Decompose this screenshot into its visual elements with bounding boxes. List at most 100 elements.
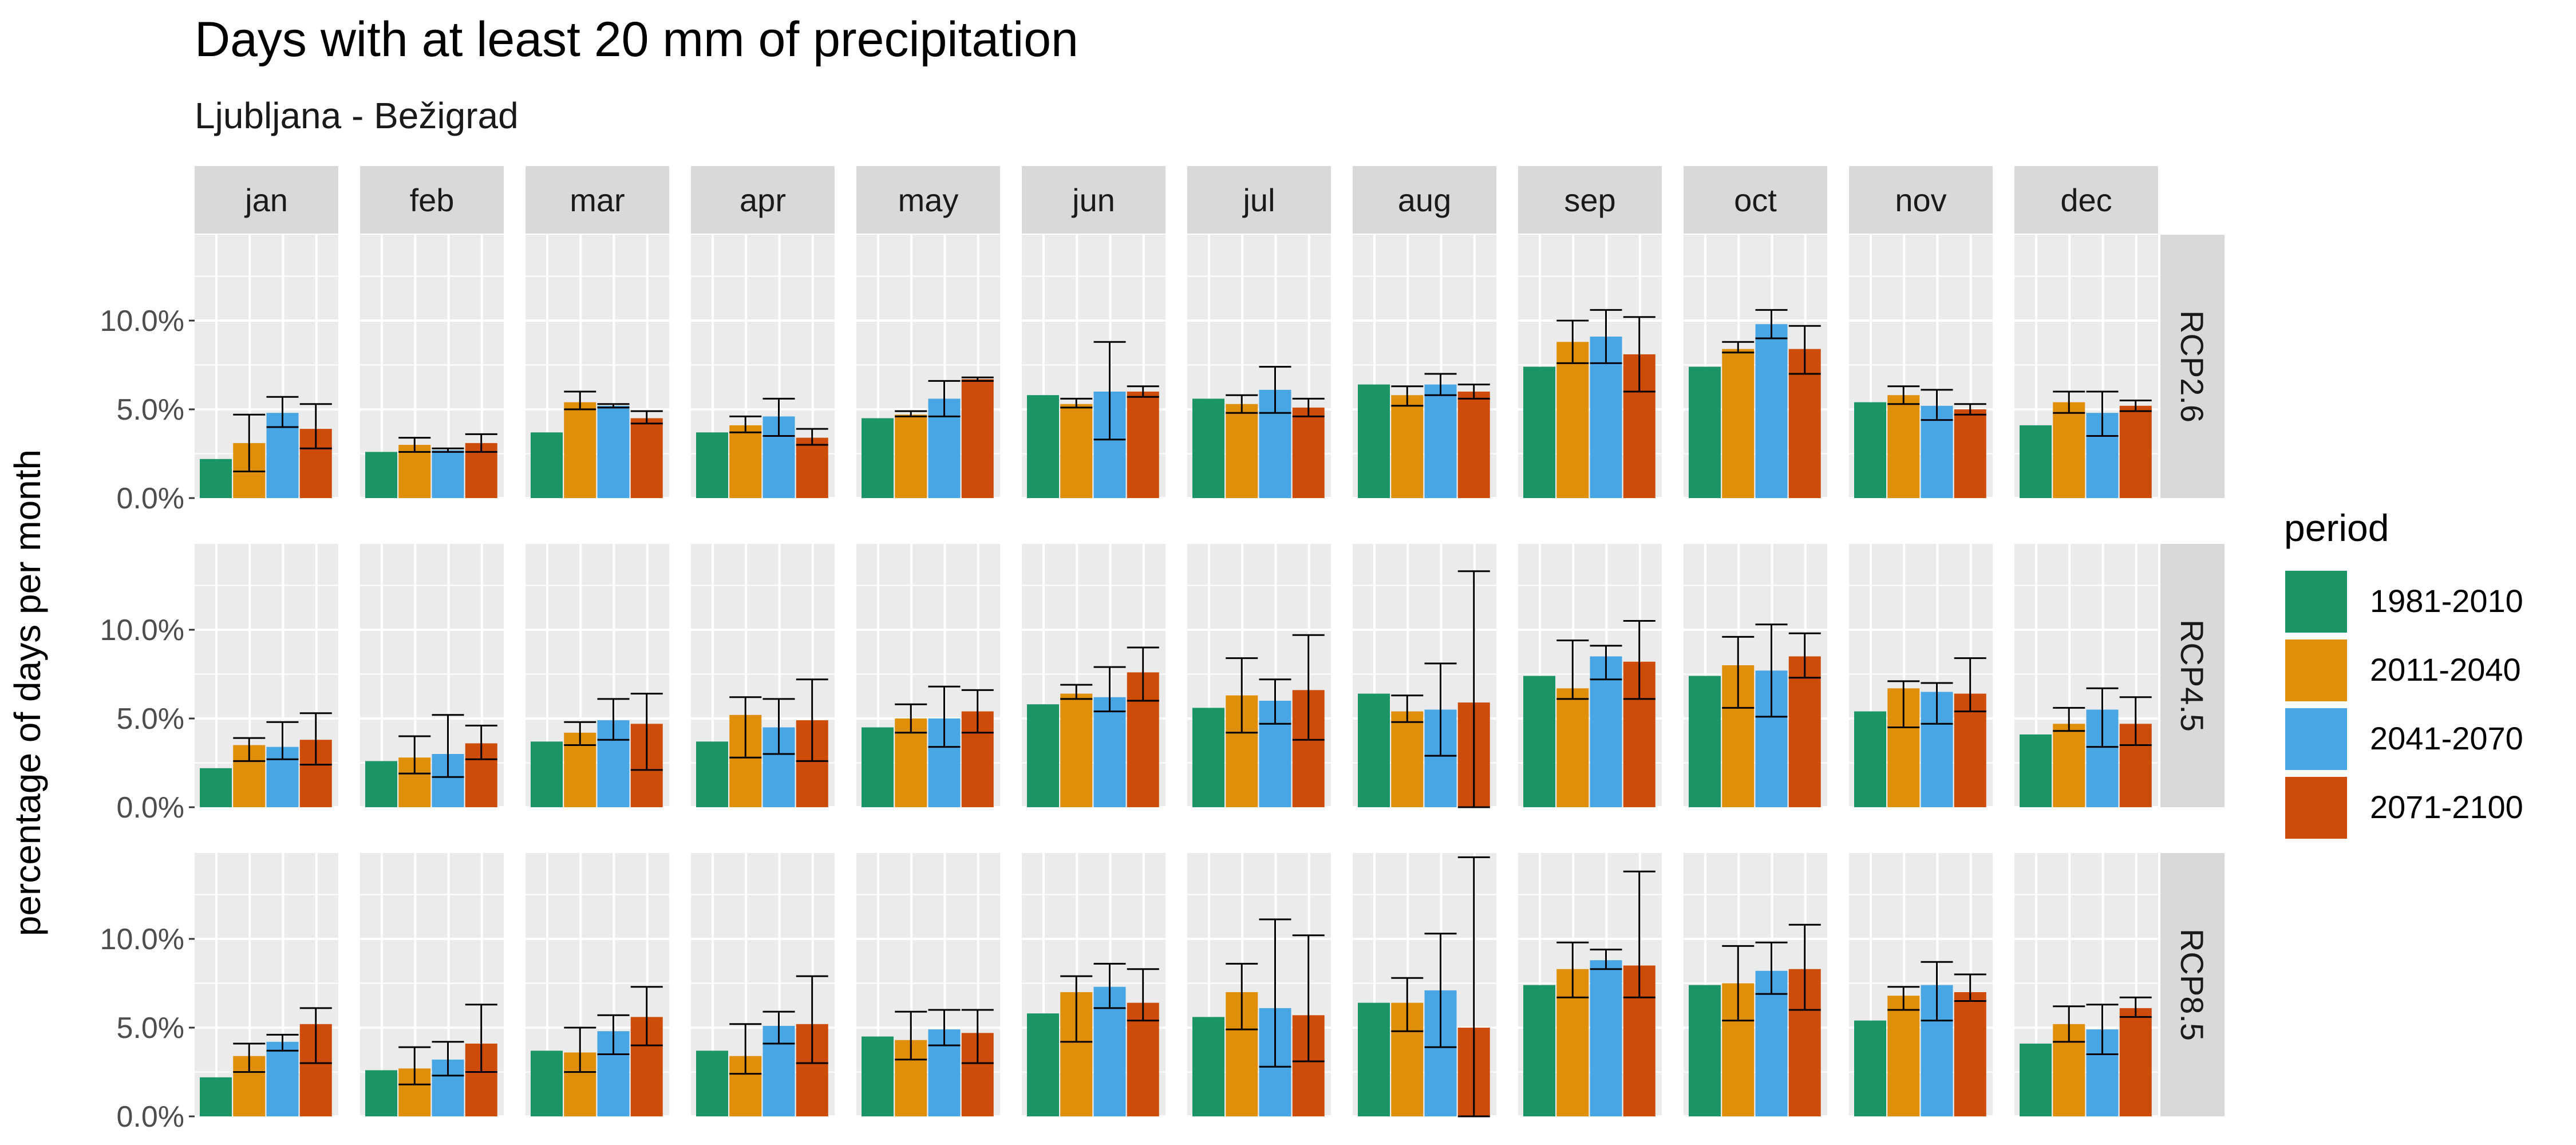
facet-label-apr: apr <box>740 182 786 218</box>
y-tick-label: 0.0% <box>116 791 184 824</box>
legend-swatch <box>2283 568 2349 635</box>
bar <box>1556 342 1589 498</box>
bar <box>1590 656 1622 807</box>
bar <box>1921 405 1953 498</box>
bar <box>1954 409 1986 498</box>
legend-label: 2011-2040 <box>2370 652 2521 688</box>
facet-strip-RCP4.5 <box>2160 544 2225 807</box>
facet-label-aug: aug <box>1398 182 1451 218</box>
bar <box>895 414 927 498</box>
y-tick-label: 5.0% <box>116 1012 184 1045</box>
bar <box>200 768 232 807</box>
bar <box>1523 676 1555 807</box>
facet-label-mar: mar <box>570 182 625 218</box>
facet-label-dec: dec <box>2060 182 2112 218</box>
bar <box>1887 395 1920 498</box>
bar <box>1060 693 1093 807</box>
facet-strip-jun <box>1022 166 1165 234</box>
legend-swatch <box>2283 706 2349 772</box>
facet-strip-may <box>856 166 1000 234</box>
bar <box>531 1051 563 1116</box>
facet-strip-jul <box>1187 166 1331 234</box>
facet-strip-sep <box>1518 166 1662 234</box>
bar <box>1689 676 1721 807</box>
legend-label: 2041-2070 <box>2370 720 2523 756</box>
bar <box>1226 404 1258 498</box>
legend-swatch <box>2283 637 2349 704</box>
bar <box>1722 349 1755 498</box>
bar <box>432 450 464 498</box>
facet-label-RCP2.6: RCP2.6 <box>2174 310 2210 423</box>
bar <box>2020 734 2052 807</box>
bar <box>1887 996 1920 1116</box>
legend-title: period <box>2284 507 2389 549</box>
facet-strip-oct <box>1684 166 1827 234</box>
bar <box>1755 970 1788 1116</box>
facet-label-nov: nov <box>1895 182 1946 218</box>
bar <box>1127 392 1159 498</box>
bar <box>2053 724 2085 807</box>
bar <box>564 402 596 498</box>
bar <box>1788 656 1821 807</box>
y-tick-label: 0.0% <box>116 482 184 515</box>
bar <box>630 418 663 498</box>
bar <box>1954 693 1986 807</box>
legend-swatch <box>2283 775 2349 841</box>
bar <box>531 432 563 498</box>
bar <box>1292 407 1325 498</box>
bar <box>1060 404 1093 498</box>
bar <box>1457 392 1490 498</box>
facet-label-jun: jun <box>1071 182 1115 218</box>
legend-label: 2071-2100 <box>2370 789 2523 825</box>
bar <box>696 1051 728 1116</box>
y-tick-label: 5.0% <box>116 393 184 427</box>
facet-label-jan: jan <box>244 182 288 218</box>
y-tick-label: 10.0% <box>100 305 184 338</box>
bar <box>1689 366 1721 498</box>
bar <box>1689 985 1721 1116</box>
bar <box>1192 398 1224 498</box>
bar <box>1590 960 1622 1116</box>
bar <box>1358 693 1390 807</box>
bar <box>1523 985 1555 1116</box>
bar <box>1391 711 1424 807</box>
facet-strip-jan <box>195 166 338 234</box>
bar <box>1954 992 1986 1116</box>
y-tick-label: 10.0% <box>100 614 184 647</box>
bar <box>961 379 994 498</box>
facet-label-feb: feb <box>410 182 455 218</box>
bar <box>696 741 728 807</box>
bar <box>1854 1020 1886 1116</box>
y-tick-label: 5.0% <box>116 702 184 736</box>
bar <box>1093 697 1126 807</box>
facet-label-sep: sep <box>1564 182 1615 218</box>
facet-label-RCP8.5: RCP8.5 <box>2174 929 2210 1041</box>
bar <box>365 452 397 498</box>
bar <box>2119 1008 2152 1116</box>
bar <box>1027 395 1059 498</box>
y-axis-label: percentage of days per month <box>7 449 48 936</box>
bar <box>2020 425 2052 498</box>
bar <box>1192 708 1224 807</box>
facet-label-may: may <box>898 182 959 218</box>
bar <box>796 437 828 498</box>
bar <box>1556 688 1589 807</box>
bar <box>862 1036 894 1116</box>
y-tick-label: 0.0% <box>116 1100 184 1134</box>
facet-strip-mar <box>526 166 669 234</box>
bar <box>1523 366 1555 498</box>
chart-subtitle: Ljubljana - Bežigrad <box>195 95 519 136</box>
bar <box>1424 384 1457 498</box>
bar <box>862 727 894 807</box>
y-tick-label: 10.0% <box>100 923 184 956</box>
facet-label-RCP4.5: RCP4.5 <box>2174 619 2210 732</box>
bar <box>365 761 397 807</box>
bar <box>1027 1013 1059 1116</box>
bar <box>862 418 894 498</box>
facet-label-jul: jul <box>1242 182 1275 218</box>
bar <box>2020 1043 2052 1116</box>
facet-strip-feb <box>360 166 504 234</box>
bar <box>1027 704 1059 807</box>
